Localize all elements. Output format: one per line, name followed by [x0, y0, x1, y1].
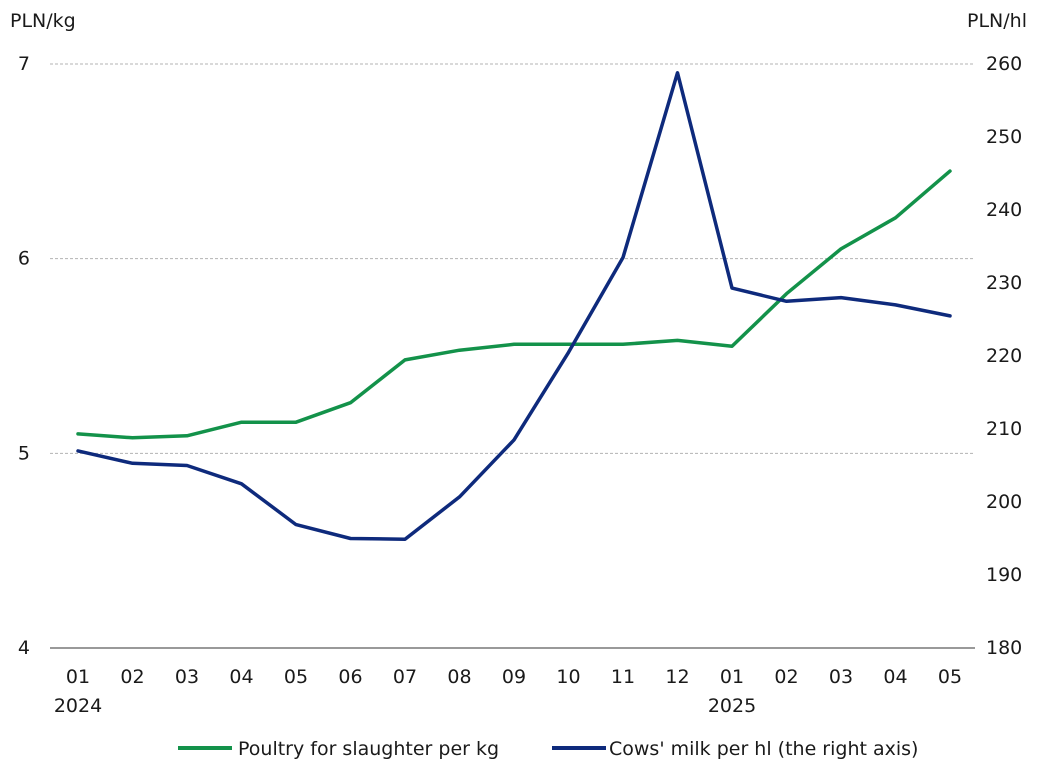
- right-tick-label: 240: [986, 199, 1022, 221]
- x-tick-label: 01: [720, 666, 744, 688]
- x-tick-label: 02: [774, 666, 798, 688]
- gridlines: [50, 63, 975, 649]
- right-tick-label: 210: [986, 418, 1022, 440]
- right-axis-unit: PLN/hl: [967, 10, 1027, 32]
- x-axis-ticks: 01 02 03 04 05 06 07 08 09 10 11 12 01 02 03 04 05 2024 20…: [54, 666, 962, 717]
- left-axis-unit: PLN/kg: [10, 10, 76, 32]
- series-line-milk: [76, 71, 952, 541]
- left-tick-label: 6: [18, 248, 30, 270]
- series-line-poultry: [76, 169, 952, 440]
- right-tick-label: 250: [986, 126, 1022, 148]
- left-axis-ticks: 4 5 6 7: [18, 53, 30, 659]
- right-tick-label: 220: [986, 345, 1022, 367]
- x-tick-label: 11: [611, 666, 635, 688]
- x-tick-label: 12: [665, 666, 689, 688]
- x-tick-label: 05: [284, 666, 308, 688]
- x-tick-label: 03: [829, 666, 853, 688]
- x-tick-label: 01: [66, 666, 90, 688]
- x-year-label: 2024: [54, 695, 102, 717]
- right-tick-label: 190: [986, 564, 1022, 586]
- x-tick-label: 03: [175, 666, 199, 688]
- right-tick-label: 260: [986, 53, 1022, 75]
- left-tick-label: 7: [18, 53, 30, 75]
- right-tick-label: 230: [986, 272, 1022, 294]
- x-tick-label: 05: [938, 666, 962, 688]
- x-tick-label: 08: [447, 666, 471, 688]
- right-tick-label: 180: [986, 637, 1022, 659]
- series-lines: [76, 71, 952, 541]
- x-tick-label: 10: [556, 666, 580, 688]
- right-axis-ticks: 180 190 200 210 220 230 240 250 260: [986, 53, 1022, 659]
- x-tick-label: 04: [229, 666, 253, 688]
- x-tick-label: 04: [883, 666, 907, 688]
- x-tick-label: 09: [502, 666, 526, 688]
- left-tick-label: 4: [18, 637, 30, 659]
- legend-label-milk: Cows' milk per hl (the right axis): [609, 738, 918, 760]
- x-tick-label: 06: [338, 666, 362, 688]
- left-tick-label: 5: [18, 442, 30, 464]
- right-tick-label: 200: [986, 491, 1022, 513]
- x-tick-label: 07: [393, 666, 417, 688]
- legend: Poultry for slaughter per kg Cows' milk …: [178, 738, 918, 760]
- x-year-label: 2025: [708, 695, 756, 717]
- legend-label-poultry: Poultry for slaughter per kg: [238, 738, 499, 760]
- x-tick-label: 02: [120, 666, 144, 688]
